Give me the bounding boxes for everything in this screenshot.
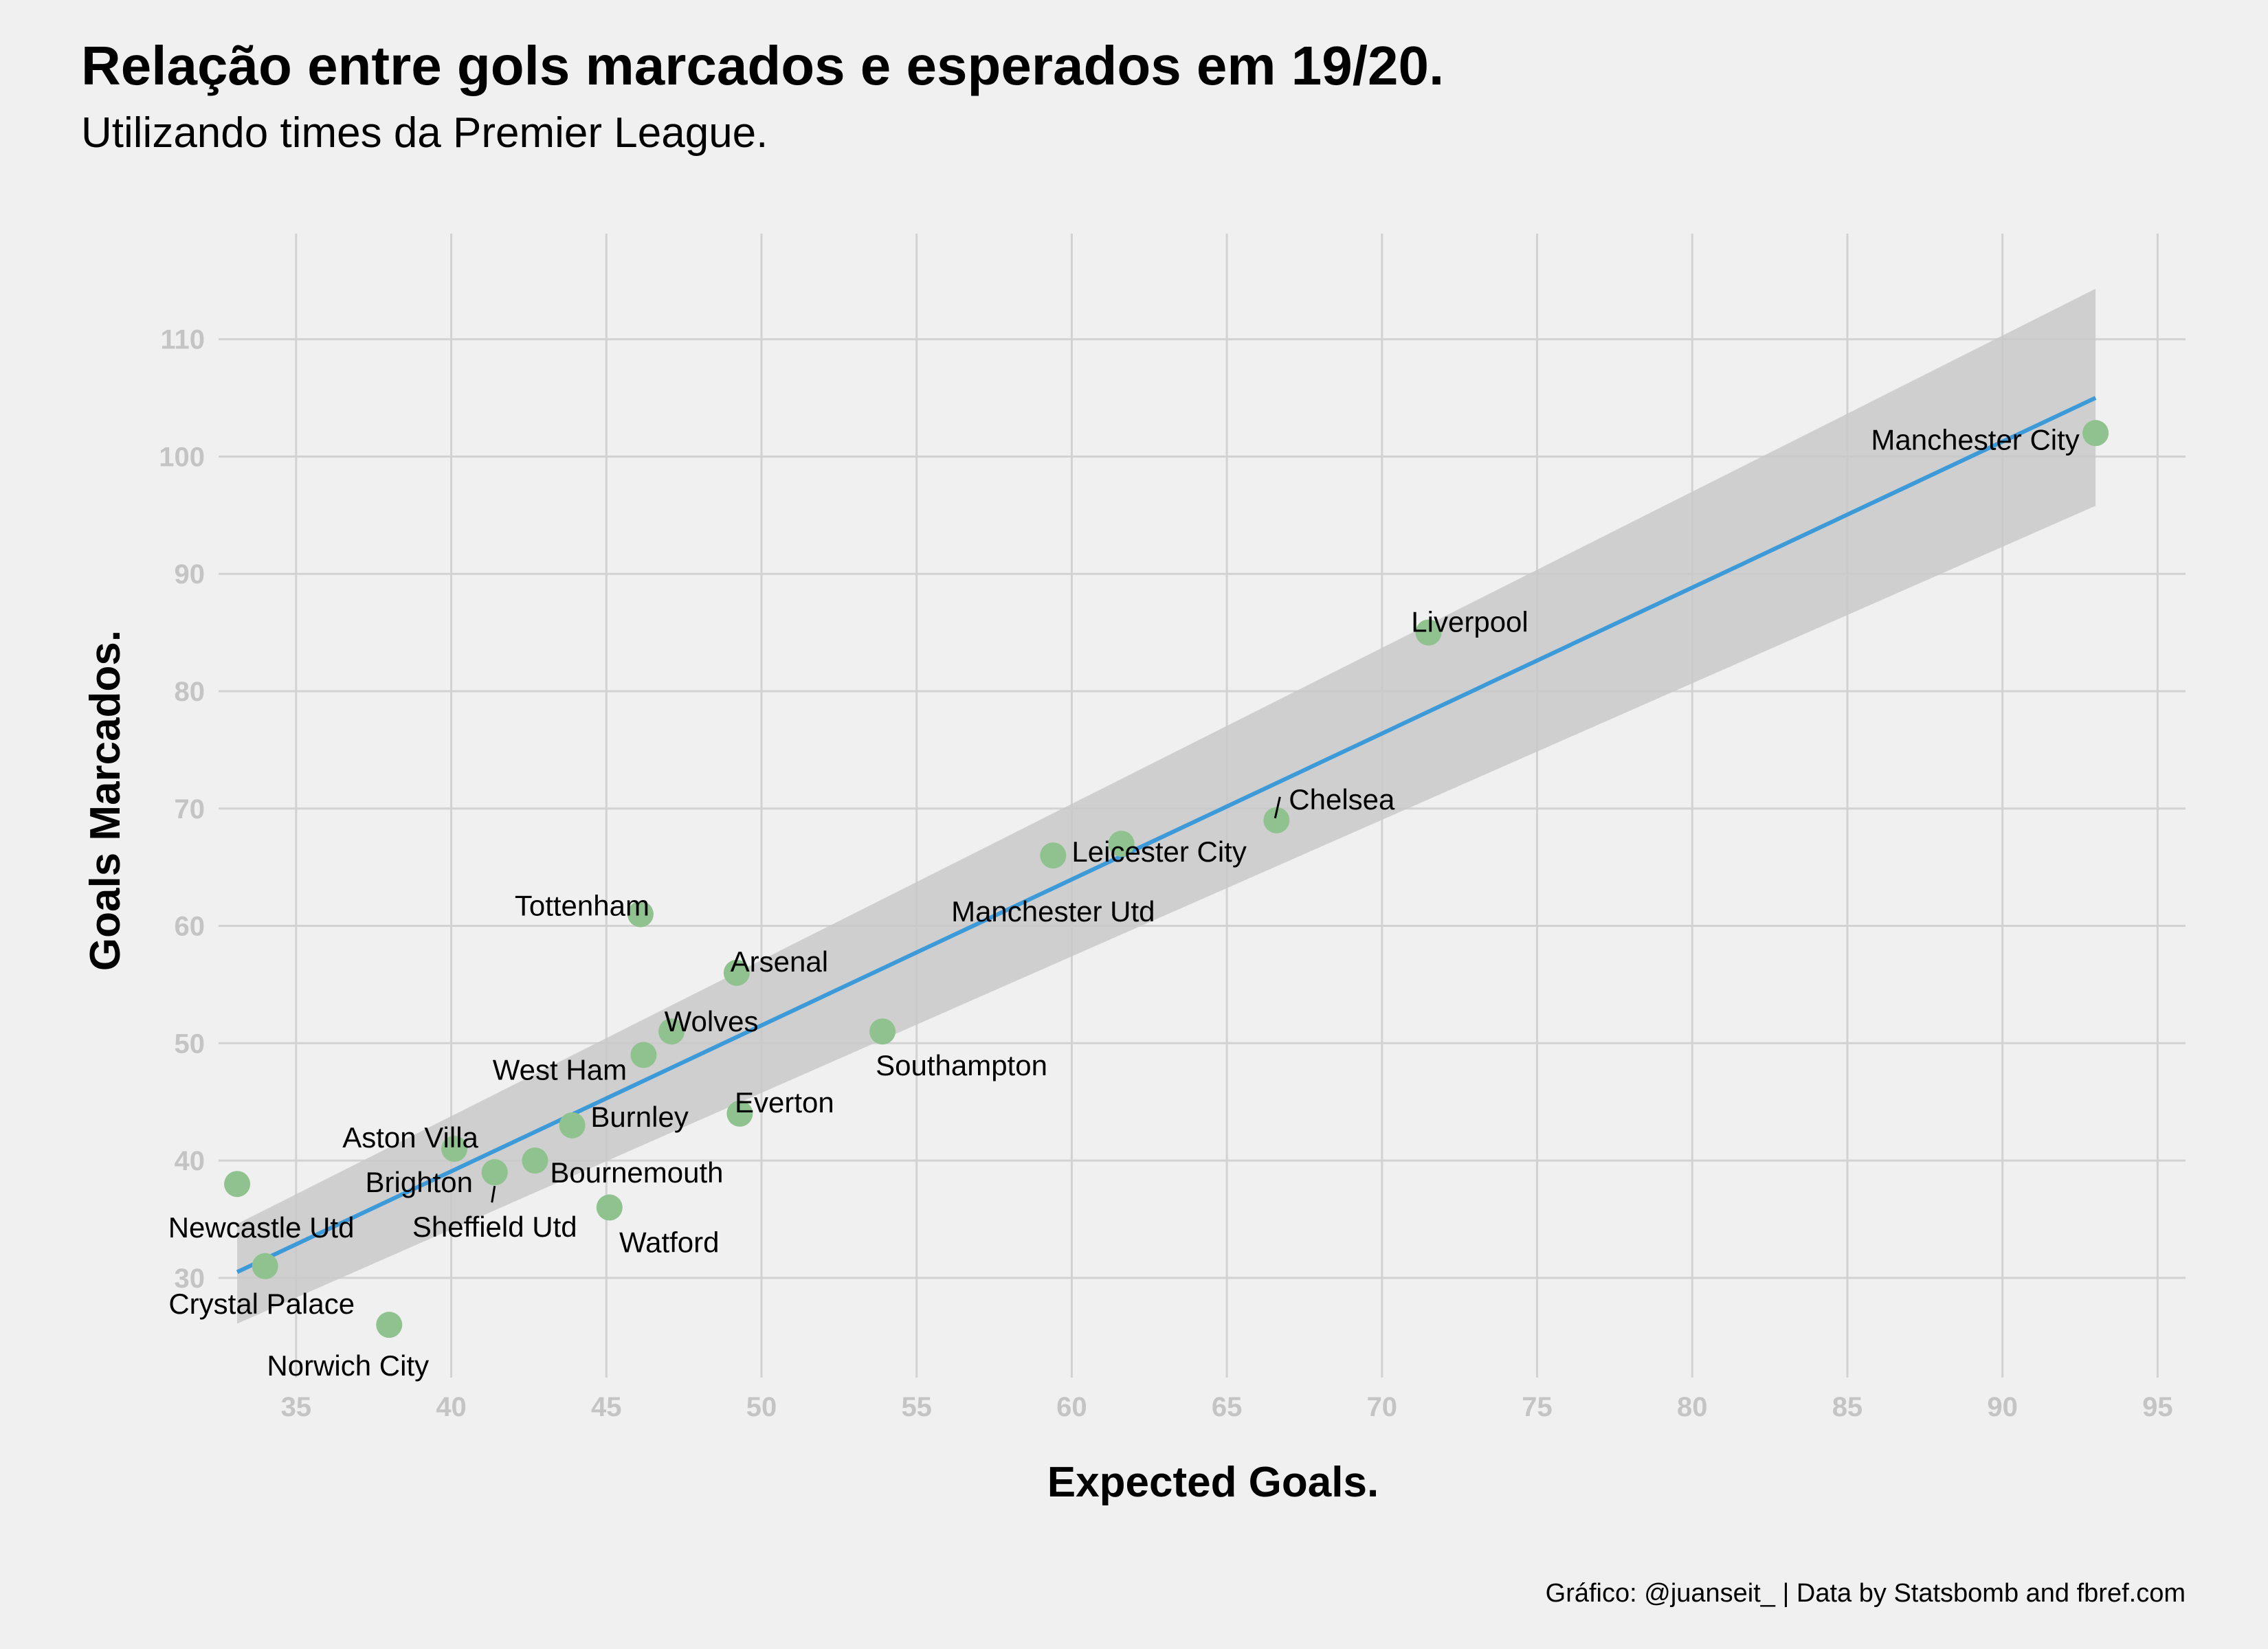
label-sheffield-utd: Sheffield Utd bbox=[412, 1211, 577, 1243]
point-manchester-utd bbox=[1040, 842, 1067, 869]
leader-chelsea bbox=[1274, 796, 1281, 819]
y-tick-label-50: 50 bbox=[175, 1029, 205, 1059]
label-leicester-city: Leicester City bbox=[1071, 835, 1246, 868]
x-tick-label-50: 50 bbox=[746, 1392, 777, 1422]
label-norwich-city: Norwich City bbox=[267, 1349, 429, 1382]
x-tick-label-40: 40 bbox=[436, 1392, 467, 1422]
x-tick-label-90: 90 bbox=[1987, 1392, 2018, 1422]
point-west-ham bbox=[630, 1042, 657, 1068]
point-sheffield-utd bbox=[481, 1159, 508, 1186]
point-newcastle-utd bbox=[224, 1171, 251, 1198]
point-norwich-city bbox=[376, 1312, 403, 1338]
point-tottenham bbox=[627, 901, 654, 928]
trend-line bbox=[236, 396, 2097, 1275]
y-tick-label-70: 70 bbox=[175, 794, 205, 824]
leader-sheffield-utd bbox=[491, 1185, 496, 1203]
point-southampton bbox=[869, 1018, 896, 1045]
point-everton bbox=[726, 1100, 753, 1127]
label-brighton: Brighton bbox=[366, 1166, 473, 1198]
y-tick-labels: 30 40 50 60 70 80 90 100 110 bbox=[159, 325, 205, 1294]
point-manchester-city bbox=[2082, 420, 2109, 447]
y-tick-label-40: 40 bbox=[175, 1146, 205, 1176]
label-tottenham: Tottenham bbox=[515, 889, 649, 921]
point-labels: Manchester City Liverpool Chelsea Leicester… bbox=[168, 423, 2080, 1382]
label-manchester-utd: Manchester Utd bbox=[951, 895, 1155, 928]
label-aston-villa: Aston Villa bbox=[342, 1121, 478, 1154]
chart-subtitle: Utilizando times da Premier League. bbox=[81, 109, 768, 157]
x-tick-label-60: 60 bbox=[1056, 1392, 1087, 1422]
x-tick-labels: 35 40 45 50 55 60 65 70 75 80 85 90 95 bbox=[281, 1392, 2173, 1422]
label-everton: Everton bbox=[735, 1086, 834, 1119]
label-watford: Watford bbox=[619, 1226, 719, 1258]
label-leaders bbox=[491, 796, 1281, 1203]
label-southampton: Southampton bbox=[876, 1049, 1047, 1081]
point-bournemouth bbox=[522, 1147, 548, 1174]
point-wolves bbox=[658, 1018, 685, 1045]
point-watford bbox=[596, 1194, 623, 1221]
x-tick-label-80: 80 bbox=[1677, 1392, 1708, 1422]
point-arsenal bbox=[723, 959, 750, 986]
x-tick-label-85: 85 bbox=[1832, 1392, 1863, 1422]
x-tick-label-35: 35 bbox=[281, 1392, 312, 1422]
x-tick-label-65: 65 bbox=[1212, 1392, 1243, 1422]
y-tick-label-80: 80 bbox=[175, 677, 205, 707]
y-tick-label-110: 110 bbox=[160, 325, 205, 355]
x-tick-label-45: 45 bbox=[591, 1392, 622, 1422]
y-tick-label-60: 60 bbox=[175, 912, 205, 942]
confidence-band bbox=[237, 289, 2096, 1324]
y-tick-label-100: 100 bbox=[159, 442, 205, 472]
point-aston-villa bbox=[441, 1136, 468, 1162]
label-newcastle-utd: Newcastle Utd bbox=[168, 1211, 355, 1244]
label-chelsea: Chelsea bbox=[1289, 783, 1395, 816]
chart-title: Relação entre gols marcados e esperados … bbox=[81, 35, 1445, 96]
x-tick-label-55: 55 bbox=[901, 1392, 932, 1422]
label-west-ham: West Ham bbox=[493, 1053, 627, 1086]
x-tick-label-70: 70 bbox=[1367, 1392, 1398, 1422]
data-points bbox=[224, 420, 2109, 1338]
x-axis-title: Expected Goals. bbox=[1047, 1459, 1379, 1506]
label-arsenal: Arsenal bbox=[731, 945, 828, 978]
label-manchester-city: Manchester City bbox=[1871, 423, 2079, 456]
point-liverpool bbox=[1415, 619, 1442, 646]
label-burnley: Burnley bbox=[590, 1101, 688, 1133]
label-wolves: Wolves bbox=[665, 1005, 759, 1037]
x-tick-label-75: 75 bbox=[1522, 1392, 1553, 1422]
y-tick-label-30: 30 bbox=[175, 1264, 205, 1294]
label-bournemouth: Bournemouth bbox=[550, 1156, 723, 1189]
label-crystal-palace: Crystal Palace bbox=[168, 1288, 355, 1320]
y-axis-title: Goals Marcados. bbox=[82, 630, 129, 971]
chart-caption: Gráfico: @juanseit_ | Data by Statsbomb … bbox=[1545, 1579, 2186, 1608]
point-leicester-city bbox=[1108, 831, 1135, 857]
point-chelsea bbox=[1263, 807, 1290, 833]
point-burnley bbox=[559, 1112, 586, 1138]
confidence-band-layer bbox=[237, 289, 2096, 1324]
point-crystal-palace bbox=[252, 1253, 278, 1279]
trend-line-layer bbox=[236, 396, 2097, 1275]
y-tick-label-90: 90 bbox=[175, 559, 205, 590]
label-liverpool: Liverpool bbox=[1411, 606, 1528, 638]
x-tick-label-95: 95 bbox=[2142, 1392, 2173, 1422]
